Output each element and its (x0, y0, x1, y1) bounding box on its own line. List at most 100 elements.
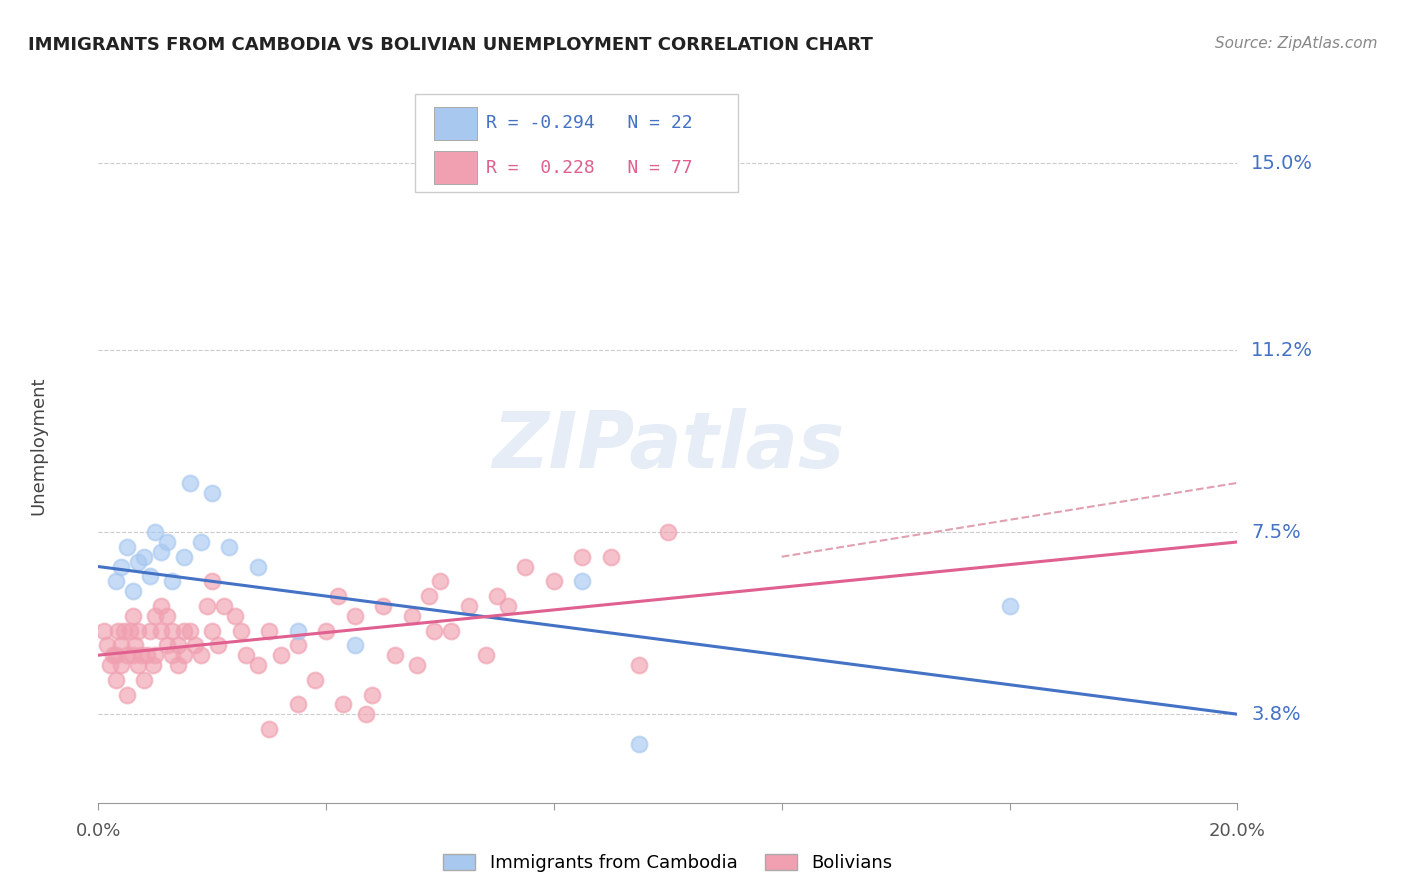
Text: Unemployment: Unemployment (30, 376, 48, 516)
Point (418, 589, 440, 603)
Point (287, 698, 309, 712)
Legend: Immigrants from Cambodia, Bolivians: Immigrants from Cambodia, Bolivians (436, 847, 900, 880)
Point (110, 638, 132, 652)
Text: 11.2%: 11.2% (1251, 341, 1313, 359)
Point (127, 658, 149, 673)
Point (156, 638, 179, 652)
Point (93, 624, 115, 638)
Point (259, 624, 281, 638)
Point (104, 673, 127, 687)
Point (332, 698, 354, 712)
Point (343, 608, 366, 623)
Point (121, 648, 143, 662)
Point (150, 599, 173, 613)
Point (138, 569, 160, 583)
Point (162, 624, 184, 638)
Point (657, 525, 679, 540)
Point (270, 648, 292, 662)
Point (486, 589, 509, 603)
Point (259, 722, 281, 736)
Point (224, 608, 246, 623)
Point (173, 624, 195, 638)
Point (98, 658, 121, 673)
Point (135, 648, 157, 662)
Point (179, 624, 201, 638)
Point (998, 599, 1021, 613)
Point (138, 624, 160, 638)
Point (229, 624, 252, 638)
Point (121, 608, 143, 623)
Point (440, 624, 463, 638)
Point (515, 559, 537, 574)
Point (195, 599, 218, 613)
Point (145, 525, 167, 540)
Point (571, 574, 593, 589)
Point (543, 574, 565, 589)
Point (107, 624, 129, 638)
Point (127, 624, 149, 638)
Point (287, 624, 309, 638)
Point (354, 707, 377, 722)
Point (141, 658, 163, 673)
Point (150, 624, 173, 638)
Point (326, 589, 349, 603)
Point (115, 688, 138, 702)
Point (190, 648, 212, 662)
Point (474, 648, 496, 662)
Point (145, 608, 167, 623)
Point (628, 737, 651, 751)
Point (457, 599, 479, 613)
Point (162, 574, 184, 589)
Point (110, 658, 132, 673)
Point (315, 624, 337, 638)
Point (124, 638, 146, 652)
Point (121, 584, 143, 599)
Point (112, 624, 135, 638)
Text: Source: ZipAtlas.com: Source: ZipAtlas.com (1215, 36, 1378, 51)
Point (429, 574, 451, 589)
Point (132, 549, 155, 564)
Point (167, 658, 190, 673)
Point (156, 608, 179, 623)
Point (212, 599, 235, 613)
Point (235, 648, 257, 662)
Point (304, 673, 326, 687)
Point (110, 559, 132, 574)
Text: 3.8%: 3.8% (1251, 705, 1301, 723)
Point (287, 638, 309, 652)
Point (201, 624, 224, 638)
Point (207, 638, 229, 652)
Point (127, 555, 149, 569)
Point (150, 545, 173, 559)
Point (104, 648, 127, 662)
Point (371, 599, 394, 613)
Text: IMMIGRANTS FROM CAMBODIA VS BOLIVIAN UNEMPLOYMENT CORRELATION CHART: IMMIGRANTS FROM CAMBODIA VS BOLIVIAN UNE… (28, 36, 873, 54)
Text: 0.0%: 0.0% (76, 822, 121, 840)
Point (173, 648, 195, 662)
Text: ZIPatlas: ZIPatlas (492, 408, 844, 484)
Point (173, 549, 195, 564)
Point (96, 638, 118, 652)
Point (156, 535, 179, 549)
Point (118, 624, 141, 638)
Point (129, 648, 152, 662)
Point (201, 485, 224, 500)
Point (628, 658, 651, 673)
Point (190, 535, 212, 549)
Point (571, 549, 593, 564)
Point (184, 638, 207, 652)
Point (384, 648, 406, 662)
Point (167, 638, 190, 652)
Point (423, 624, 446, 638)
Point (115, 540, 138, 554)
Point (201, 574, 224, 589)
Point (218, 540, 240, 554)
Point (246, 559, 269, 574)
Point (104, 574, 127, 589)
Point (343, 638, 366, 652)
Text: R = -0.294   N = 22: R = -0.294 N = 22 (486, 114, 693, 132)
Point (406, 658, 429, 673)
Point (145, 648, 167, 662)
Point (179, 475, 201, 490)
Point (115, 648, 138, 662)
